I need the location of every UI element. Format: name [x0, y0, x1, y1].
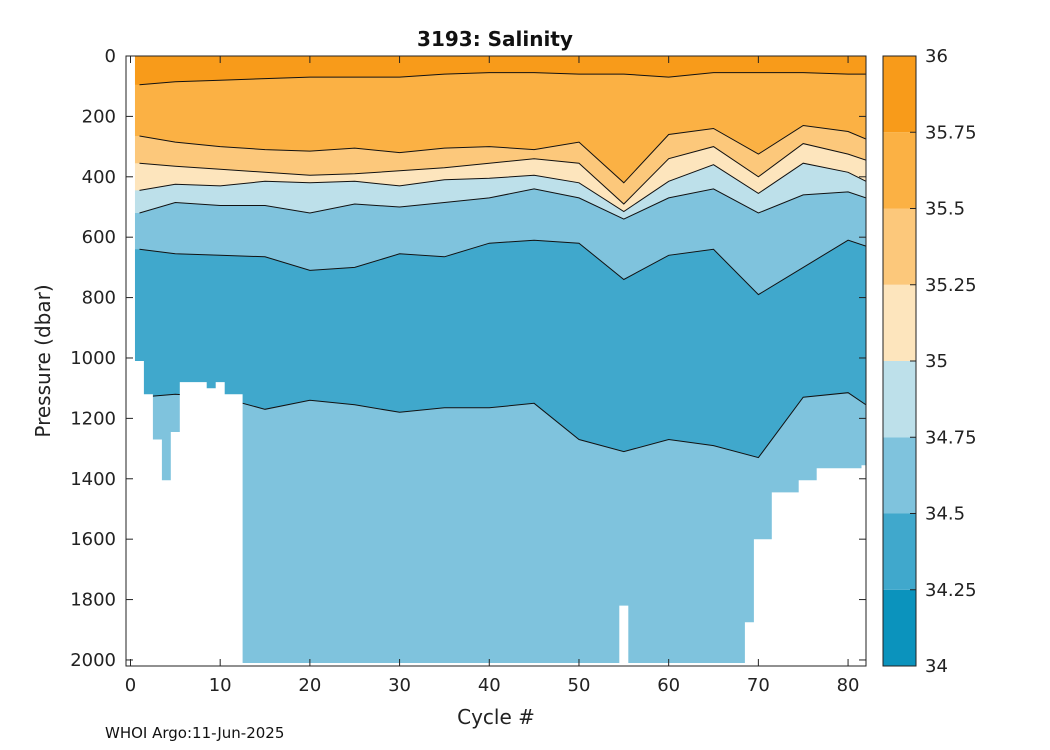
contour-line-34.75	[139, 188, 866, 220]
x-tick-label: 40	[478, 675, 501, 696]
y-tick-label: 2000	[70, 650, 116, 671]
y-tick-label: 600	[82, 227, 116, 248]
no-data-column	[126, 56, 135, 666]
y-tick-label: 1200	[70, 408, 116, 429]
y-axis: 0 200 400 600 800 1000 1200 1400 1600 1800 2000	[70, 46, 866, 671]
x-tick-label: 10	[209, 675, 232, 696]
band-35.5-35.75	[126, 56, 866, 183]
y-tick-label: 1600	[70, 529, 116, 550]
plot-area	[125, 55, 867, 667]
contour-line-35.5	[139, 124, 866, 184]
colorbar-tick-label: 35.75	[925, 122, 977, 143]
x-axis: 0 10 20 30 40 50 60 70 80	[125, 56, 860, 696]
credit-text: WHOI Argo:11-Jun-2025	[105, 724, 285, 742]
x-tick-label: 30	[388, 675, 411, 696]
x-tick-label: 70	[747, 675, 770, 696]
y-axis-title: Pressure (dbar)	[31, 284, 55, 437]
no-data-region	[126, 361, 866, 666]
colorbar-swatch	[883, 513, 916, 590]
colorbar-tick-label: 34	[925, 656, 948, 677]
chart-title: 3193: Salinity	[417, 27, 573, 51]
x-tick-label: 80	[837, 675, 860, 696]
x-tick-label: 20	[298, 675, 321, 696]
colorbar-tick-label: 35.25	[925, 275, 977, 296]
x-tick-label: 0	[125, 675, 136, 696]
y-tick-label: 1000	[70, 348, 116, 369]
no-data-mask	[126, 56, 866, 666]
y-tick-label: 1400	[70, 469, 116, 490]
colorbar-swatch	[883, 284, 916, 361]
colorbar-tick-label: 34.25	[925, 580, 977, 601]
y-tick-label: 400	[82, 167, 116, 188]
band-35.75-36	[126, 56, 866, 85]
y-tick-label: 200	[82, 106, 116, 127]
y-tick-label: 1800	[70, 590, 116, 611]
colorbar-swatch	[883, 132, 916, 209]
y-tick-label: 800	[82, 288, 116, 309]
colorbar-swatch	[883, 361, 916, 438]
colorbar-tick-label: 35.5	[925, 199, 965, 220]
colorbar-swatch	[883, 208, 916, 285]
colorbar-swatch	[883, 589, 916, 666]
contour-line-35.25	[139, 143, 866, 205]
colorbar-tick-label: 35	[925, 351, 948, 372]
contour-lines	[139, 72, 866, 459]
colorbar-tick-label: 36	[925, 46, 948, 67]
colorbar-tick-label: 34.75	[925, 427, 977, 448]
contour-line-34.5	[139, 239, 866, 296]
salinity-fill-layer	[126, 56, 866, 666]
y-tick-label: 0	[105, 46, 116, 67]
colorbar: 34 34.25 34.5 34.75 35 35.25 35.5 35.75 36	[882, 46, 977, 677]
contour-line-34.25	[139, 392, 866, 459]
plot-frame	[125, 55, 867, 667]
contour-line-35.75	[139, 72, 866, 86]
colorbar-swatch	[883, 56, 916, 133]
contour-line-35	[139, 162, 866, 213]
colorbar-swatch	[883, 437, 916, 514]
x-tick-label: 50	[568, 675, 591, 696]
colorbar-tick-label: 34.5	[925, 504, 965, 525]
x-tick-label: 60	[657, 675, 680, 696]
x-axis-title: Cycle #	[457, 705, 535, 729]
